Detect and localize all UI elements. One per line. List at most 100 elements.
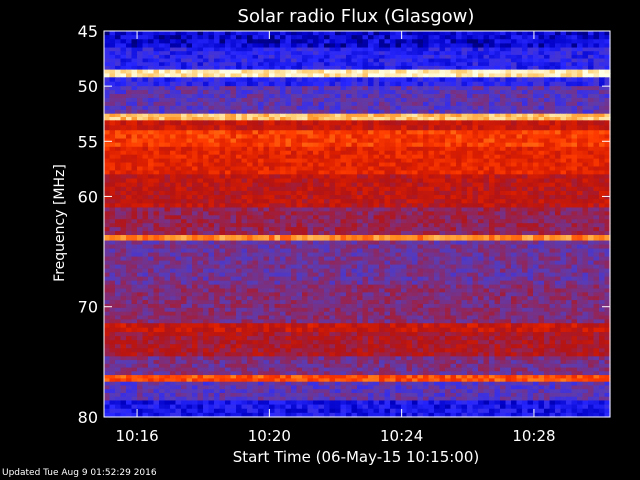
heatmap-cell: [428, 190, 435, 196]
heatmap-cell: [351, 113, 358, 118]
heatmap-cell: [483, 134, 490, 140]
heatmap-cell: [318, 182, 325, 188]
heatmap-cell: [362, 113, 369, 118]
heatmap-cell: [395, 86, 402, 91]
heatmap-cell: [456, 51, 463, 56]
heatmap-cell: [544, 125, 551, 131]
heatmap-cell: [131, 113, 138, 118]
heatmap-cell: [214, 58, 221, 63]
heatmap-cell: [274, 86, 281, 91]
heatmap-cell: [181, 73, 188, 78]
heatmap-cell: [175, 219, 182, 224]
heatmap-cell: [450, 69, 457, 75]
heatmap-cell: [192, 166, 199, 172]
heatmap-cell: [423, 170, 430, 175]
heatmap-cell: [368, 162, 375, 168]
heatmap-cell: [373, 58, 380, 63]
heatmap-cell: [197, 43, 204, 49]
heatmap-cell: [307, 69, 314, 75]
heatmap-cell: [186, 81, 193, 87]
heatmap-cell: [368, 190, 375, 196]
heatmap-cell: [197, 51, 204, 56]
heatmap-cell: [538, 101, 545, 107]
heatmap-cell: [225, 162, 232, 168]
heatmap-cell: [533, 101, 540, 107]
heatmap-cell: [296, 125, 303, 131]
heatmap-cell: [329, 43, 336, 49]
heatmap-cell: [577, 170, 584, 175]
heatmap-cell: [247, 86, 254, 91]
heatmap-cell: [406, 94, 413, 99]
heatmap-cell: [450, 166, 457, 172]
heatmap-cell: [538, 174, 545, 180]
heatmap-cell: [131, 203, 138, 209]
heatmap-cell: [395, 130, 402, 135]
heatmap-cell: [571, 120, 578, 126]
heatmap-cell: [560, 43, 567, 49]
heatmap-cell: [560, 77, 567, 83]
heatmap-cell: [417, 97, 424, 103]
heatmap-cell: [148, 146, 155, 152]
heatmap-cell: [313, 62, 320, 67]
heatmap-cell: [263, 235, 270, 242]
heatmap-cell: [511, 138, 518, 144]
heatmap-cell: [181, 94, 188, 99]
heatmap-cell: [555, 47, 562, 52]
heatmap-cell: [357, 195, 364, 200]
heatmap-cell: [252, 134, 259, 140]
heatmap-cell: [324, 240, 331, 246]
heatmap-cell: [324, 203, 331, 209]
heatmap-cell: [329, 62, 336, 67]
heatmap-cell: [549, 195, 556, 200]
heatmap-cell: [236, 134, 243, 140]
heatmap-cell: [203, 178, 210, 184]
heatmap-cell: [412, 150, 419, 156]
heatmap-cell: [527, 138, 534, 144]
heatmap-cell: [131, 51, 138, 56]
heatmap-cell: [483, 235, 490, 242]
heatmap-cell: [362, 174, 369, 180]
heatmap-cell: [109, 109, 116, 115]
heatmap-cell: [566, 58, 573, 63]
heatmap-cell: [285, 130, 292, 135]
heatmap-cell: [461, 227, 468, 232]
heatmap-cell: [362, 150, 369, 156]
heatmap-cell: [258, 58, 265, 63]
heatmap-cell: [159, 65, 166, 71]
heatmap-cell: [175, 69, 182, 75]
heatmap-cell: [324, 207, 331, 212]
heatmap-cell: [241, 125, 248, 131]
heatmap-cell: [214, 219, 221, 224]
heatmap-cell: [428, 211, 435, 216]
heatmap-cell: [439, 150, 446, 156]
heatmap-cell: [131, 65, 138, 71]
heatmap-cell: [467, 150, 474, 156]
heatmap-cell: [538, 223, 545, 228]
heatmap-cell: [104, 223, 111, 228]
heatmap-cell: [445, 244, 452, 250]
heatmap-cell: [208, 113, 215, 118]
heatmap-cell: [412, 109, 419, 115]
heatmap-cell: [126, 186, 133, 192]
heatmap-cell: [280, 109, 287, 115]
heatmap-cell: [549, 101, 556, 107]
heatmap-cell: [439, 51, 446, 56]
heatmap-cell: [159, 35, 166, 40]
heatmap-cell: [538, 195, 545, 200]
heatmap-cell: [461, 231, 468, 236]
heatmap-cell: [335, 39, 342, 45]
heatmap-cell: [219, 244, 226, 250]
heatmap-cell: [500, 101, 507, 107]
heatmap-cell: [412, 43, 419, 49]
heatmap-cell: [296, 31, 303, 36]
heatmap-cell: [549, 86, 556, 91]
heatmap-cell: [456, 94, 463, 99]
heatmap-cell: [588, 47, 595, 52]
heatmap-cell: [401, 195, 408, 200]
heatmap-cell: [192, 195, 199, 200]
heatmap-cell: [142, 235, 149, 242]
heatmap-cell: [219, 31, 226, 36]
heatmap-cell: [346, 244, 353, 250]
heatmap-cell: [401, 47, 408, 52]
heatmap-cell: [208, 182, 215, 188]
